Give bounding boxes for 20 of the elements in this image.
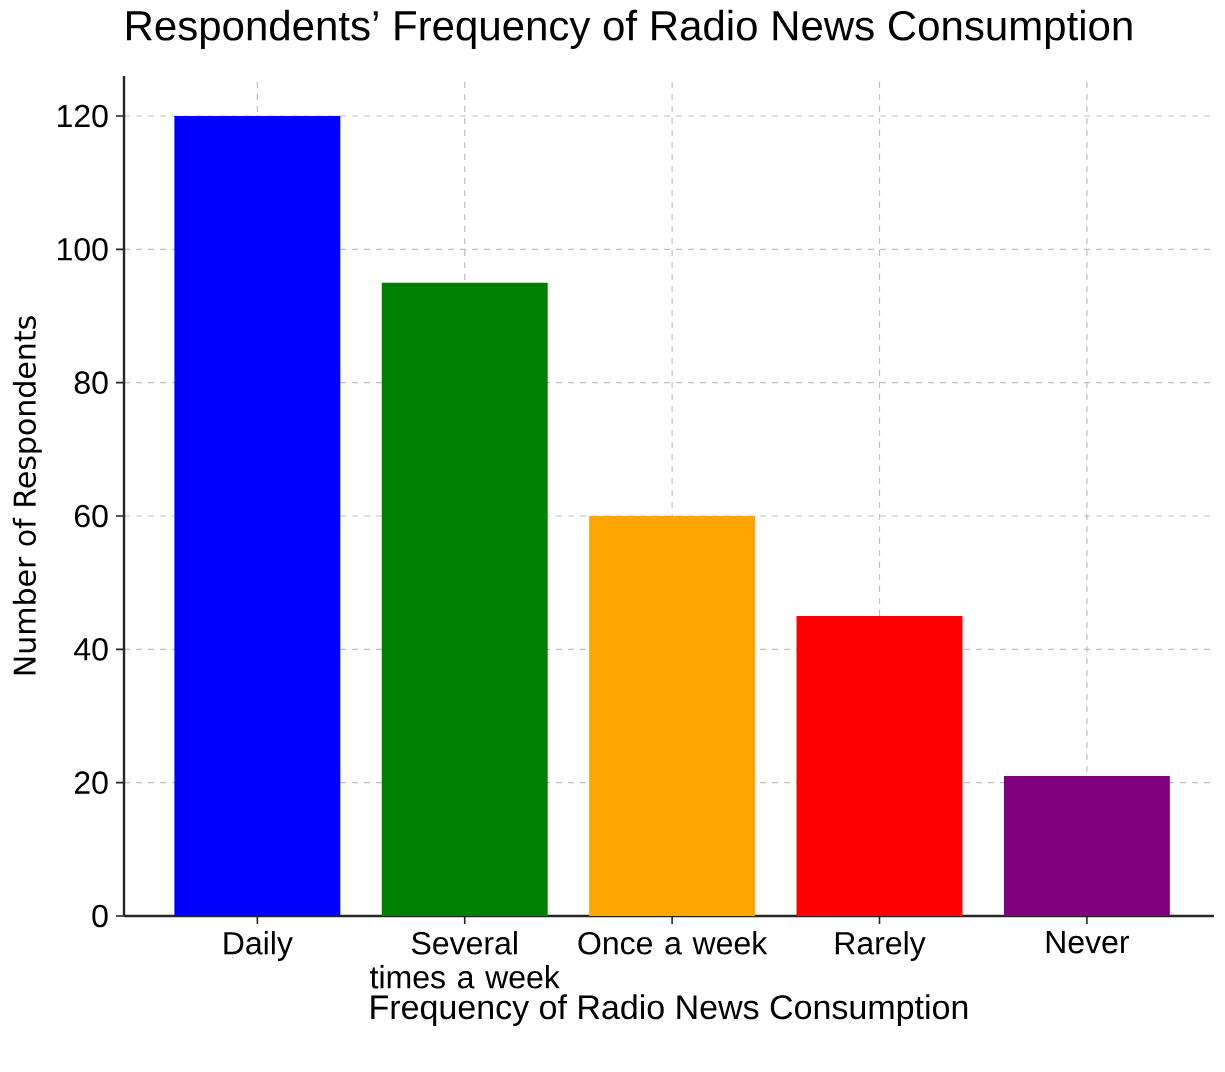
- y-tick-label: 120: [57, 104, 108, 128]
- y-tick-label: 40: [74, 638, 108, 661]
- x-tick-label: Never: [1046, 931, 1130, 954]
- y-tick-label: 80: [74, 371, 108, 394]
- x-axis-title: Frequency of Radio News Consumption: [371, 994, 968, 1026]
- x-tick-label: Daily: [224, 931, 293, 961]
- bar: [1003, 776, 1170, 916]
- y-tick-label: 0: [92, 904, 108, 928]
- bar: [589, 516, 756, 916]
- bar: [174, 116, 341, 916]
- y-axis-title: Number of Respondents: [12, 316, 42, 675]
- y-tick-label: 20: [74, 771, 108, 794]
- chart-title: Respondents’ Frequency of Radio News Consumption: [127, 9, 1132, 49]
- y-tick-label: 60: [74, 504, 108, 528]
- bar: [796, 615, 963, 916]
- x-tick-label: Several times a week: [370, 931, 560, 989]
- x-tick-label: Once a week: [578, 931, 768, 955]
- y-tick-label: 100: [57, 238, 108, 261]
- x-tick-label: Rarely: [835, 931, 926, 961]
- bar: [381, 282, 548, 916]
